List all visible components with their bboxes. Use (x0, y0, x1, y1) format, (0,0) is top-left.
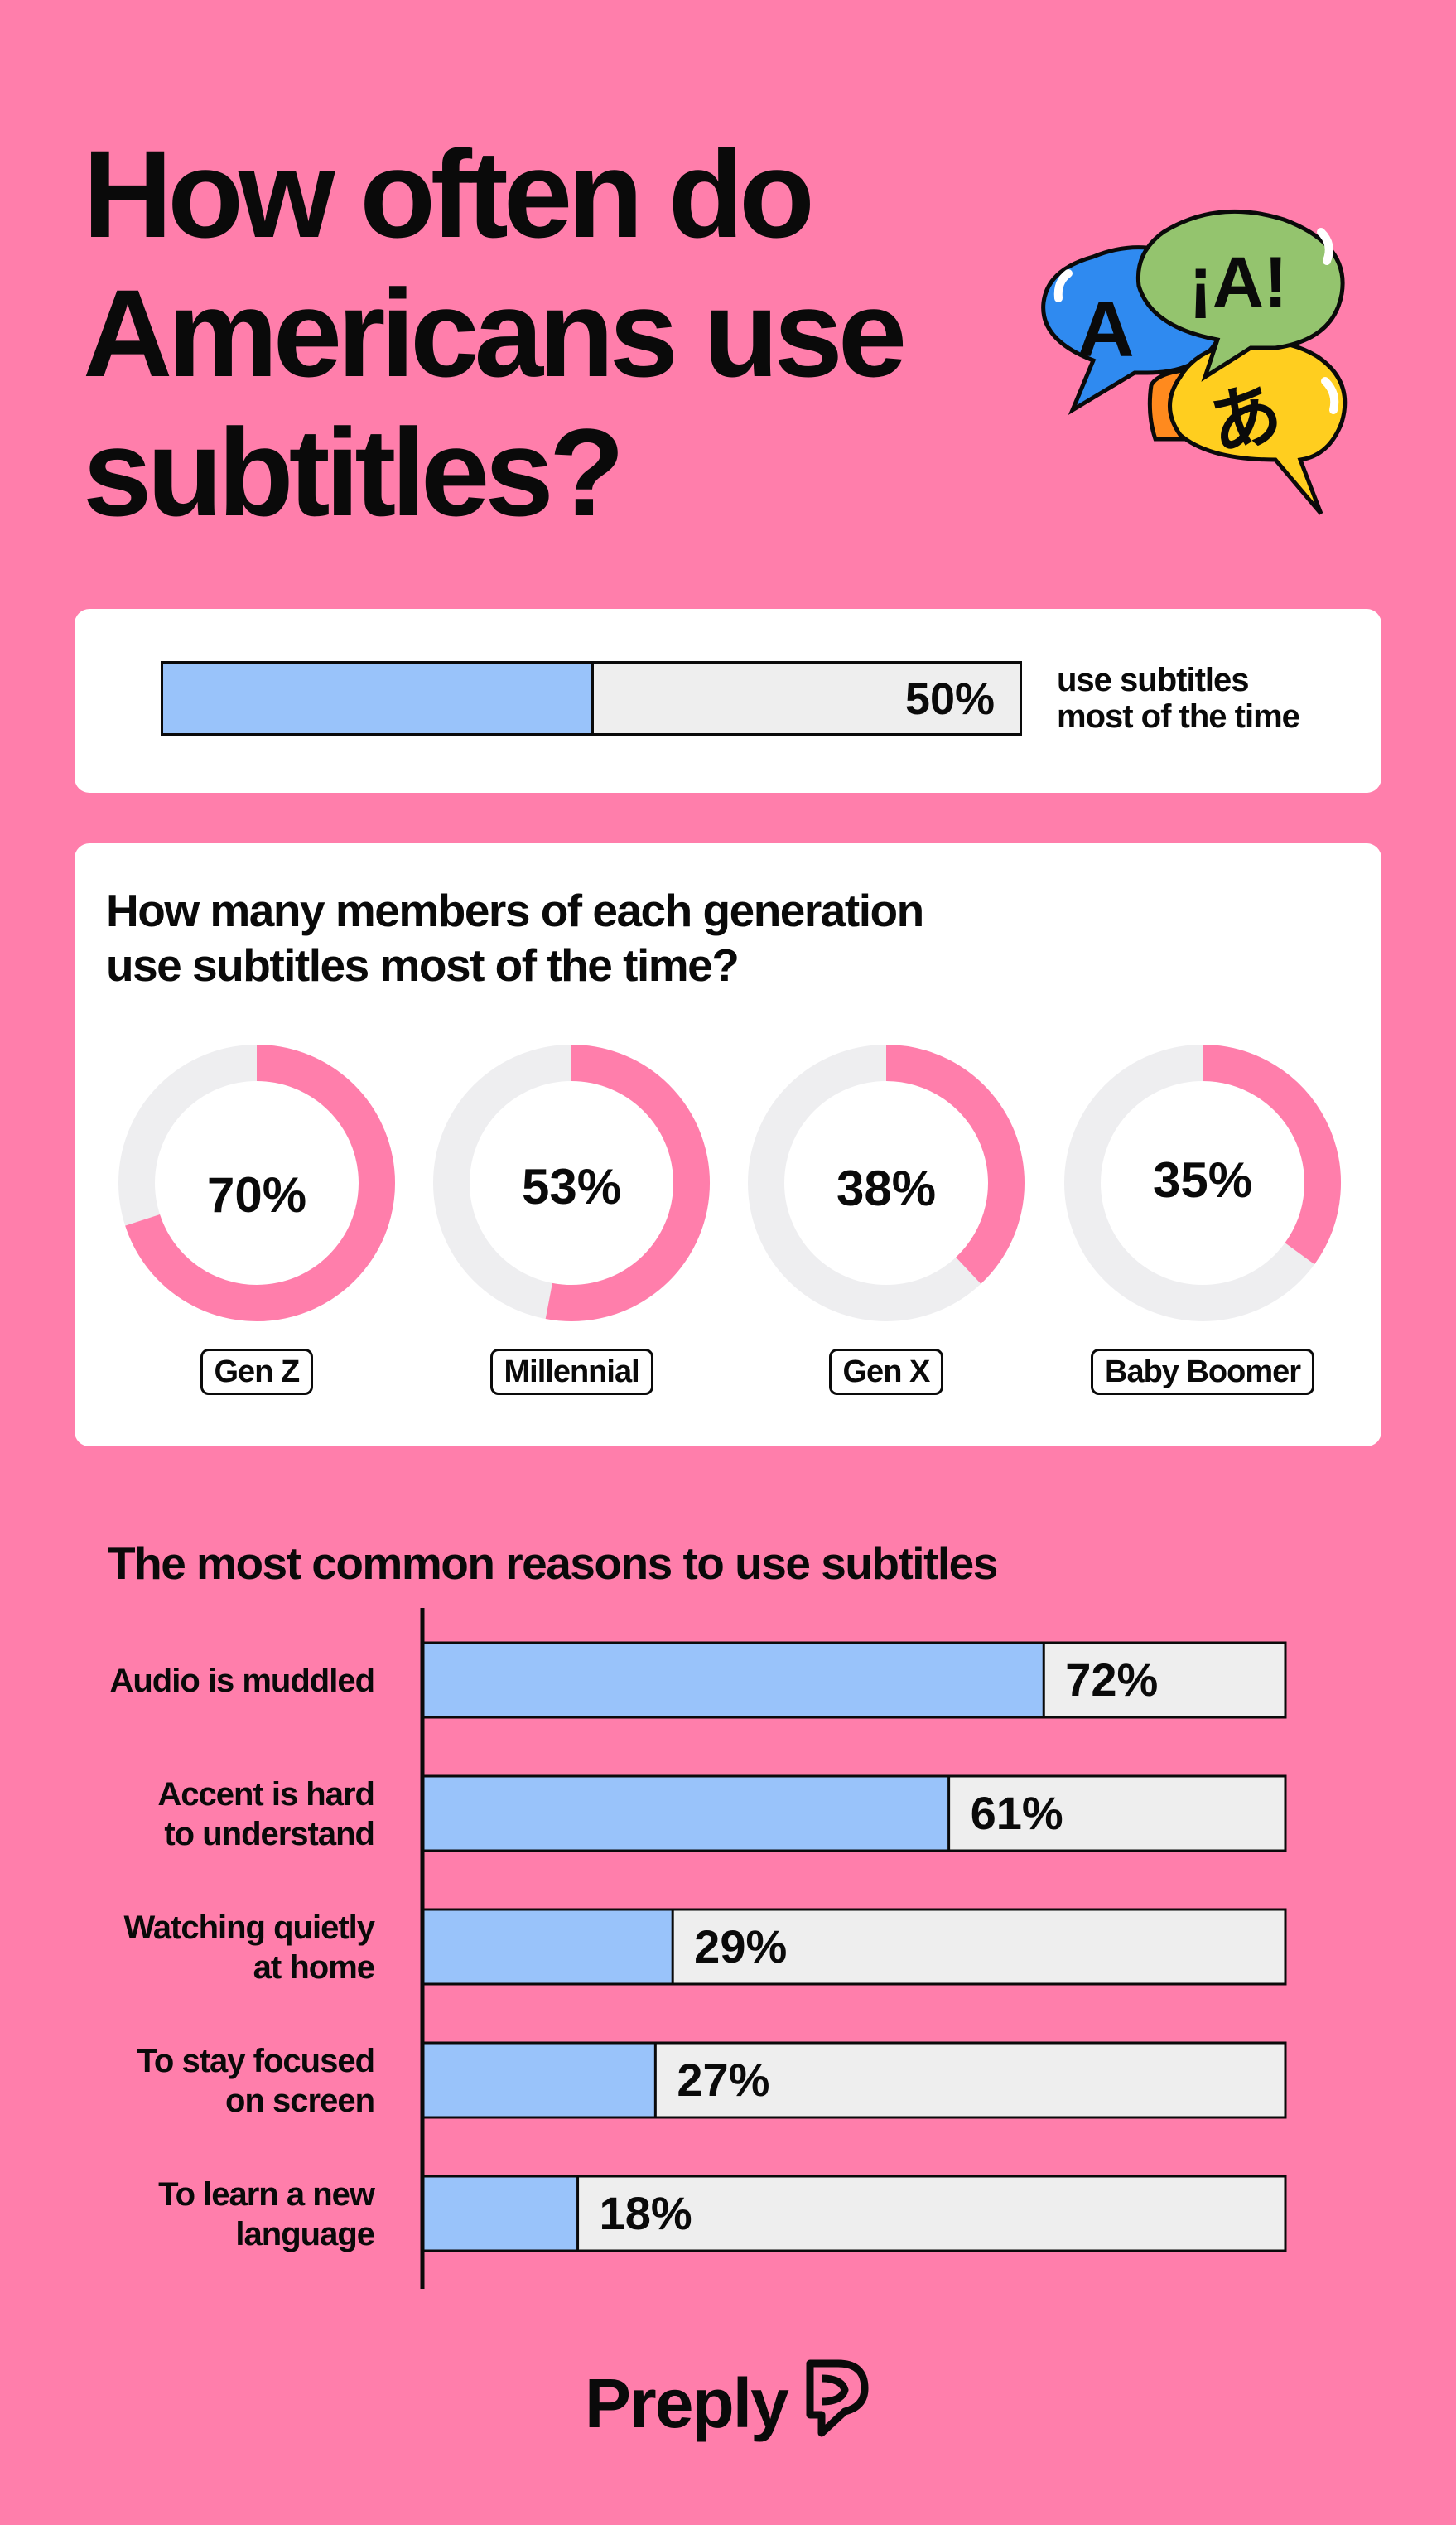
donut-value-arc (125, 1045, 395, 1321)
data-label: 61% (971, 1787, 1063, 1839)
bar (421, 1908, 674, 1986)
brand-name: Preply (585, 2364, 789, 2442)
generation-title-line: How many members of each generation (106, 885, 924, 936)
donut-baby-boomer: 35% Baby Boomer (1062, 1042, 1376, 1407)
brand-logo: Preply (585, 2357, 871, 2448)
overall-percent: 50% (904, 674, 995, 724)
bar (421, 1641, 1045, 1719)
speech-bubbles-icon: ¡A! A あ (1041, 209, 1348, 515)
category-label: Audio is muddled (109, 1663, 374, 1699)
donut-ring (118, 1045, 395, 1321)
category-label: Accent is hard (157, 1776, 374, 1813)
bar (421, 2175, 580, 2252)
bar (421, 1774, 951, 1852)
overall-label: use subtitles most of the time (1057, 662, 1300, 735)
overall-bar: 50% (161, 661, 1022, 736)
donut-millennial: 53% Millennial (431, 1042, 745, 1407)
page-title: How often do Americans use subtitles? (83, 124, 1035, 542)
donut-ring (1064, 1045, 1341, 1321)
title-line: subtitles? (83, 403, 624, 542)
overall-card: 50% use subtitles most of the time (75, 609, 1381, 793)
bar (421, 2041, 657, 2119)
category-label: Watching quietly (123, 1909, 375, 1946)
generation-title-line: use subtitles most of the time? (106, 939, 740, 991)
donut-gen-z: 70% Gen Z (116, 1042, 431, 1407)
generation-card: How many members of each generation use … (75, 843, 1381, 1446)
category-label: To stay focused (137, 2043, 374, 2079)
data-label: 29% (694, 1920, 787, 1972)
title-line: Americans use (83, 263, 907, 403)
bubble-glyph: A (1077, 285, 1134, 374)
green-bubble (1135, 209, 1345, 382)
donut-value-arc (885, 1045, 1025, 1284)
generation-label: Gen X (828, 1349, 944, 1395)
donut-value-arc (545, 1045, 710, 1321)
donut-value-arc (1202, 1045, 1341, 1265)
generation-label: Gen Z (200, 1349, 314, 1395)
donut-ring (748, 1045, 1025, 1321)
category-label: language (235, 2216, 374, 2252)
preply-logo-icon (806, 2359, 869, 2437)
donut-gen-x: 38% Gen X (745, 1042, 1060, 1407)
data-label: 72% (1065, 1654, 1158, 1706)
reasons-title: The most common reasons to use subtitles (108, 1538, 998, 1589)
bubble-glyph: ¡A! (1188, 243, 1287, 322)
data-label: 27% (677, 2054, 769, 2106)
data-label: 18% (600, 2187, 692, 2239)
generation-label: Millennial (489, 1349, 653, 1395)
donut-percent: 35% (1152, 1152, 1253, 1208)
category-label: on screen (225, 2083, 374, 2119)
donut-percent: 38% (836, 1161, 937, 1216)
title-line: How often do (83, 124, 815, 263)
overall-label-line: use subtitles (1057, 662, 1250, 698)
category-label: to understand (164, 1816, 374, 1852)
yellow-bubble (1168, 339, 1348, 515)
donut-ring (433, 1045, 710, 1321)
overall-bar-fill (163, 664, 594, 733)
category-label: To learn a new (158, 2176, 376, 2213)
donut-percent: 53% (521, 1159, 622, 1214)
category-label: at home (253, 1949, 374, 1986)
donut-percent: 70% (206, 1167, 307, 1223)
overall-label-line: most of the time (1057, 698, 1300, 735)
generation-label: Baby Boomer (1091, 1349, 1315, 1395)
generation-title: How many members of each generation use … (106, 883, 924, 992)
